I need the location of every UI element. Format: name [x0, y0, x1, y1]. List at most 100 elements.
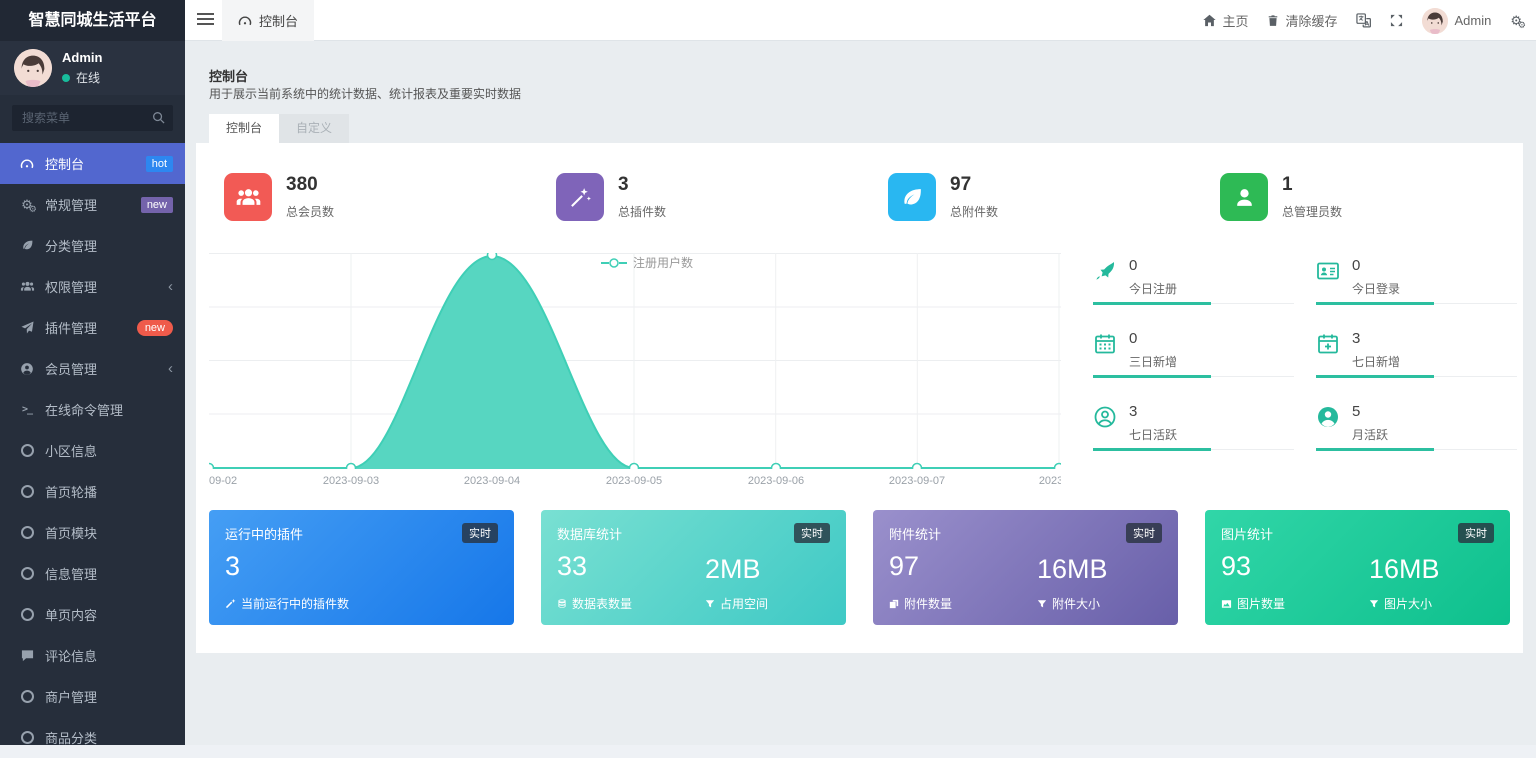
filter-icon: [705, 599, 715, 607]
settings-button[interactable]: ⚙ ⚙: [1510, 13, 1526, 30]
card-value: 33: [557, 551, 588, 581]
comment-icon: [18, 649, 36, 662]
circle-icon: [18, 485, 36, 498]
card-attachment-stats[interactable]: 附件统计 实时 97 16MB 附件数量 附件大小: [873, 510, 1178, 625]
card-title: 图片统计: [1221, 526, 1274, 542]
stat-value: 97: [950, 174, 972, 195]
stat-label: 总管理员数: [1282, 205, 1343, 219]
sidebar-item-permissions[interactable]: 权限管理: [0, 266, 185, 307]
sidebar-item-label: 权限管理: [45, 280, 98, 295]
fullscreen-button[interactable]: [1390, 14, 1403, 27]
ministat-7day-active: 3 七日活跃: [1093, 399, 1294, 472]
registered-users-chart[interactable]: 注册用户数 09-02 2023-09-03 2023-09-04 2023-0…: [209, 253, 1061, 493]
circle-icon: [18, 526, 36, 539]
user-menu[interactable]: Admin: [1422, 7, 1491, 34]
sidebar-item-dashboard[interactable]: 控制台 hot: [0, 143, 185, 184]
page-subtitle: 用于展示当前系统中的统计数据、统计报表及重要实时数据: [209, 87, 522, 101]
page-title: 控制台: [209, 69, 249, 84]
online-dot-icon: [62, 73, 70, 82]
realtime-badge: 实时: [462, 523, 498, 543]
card-value-2: 16MB: [1369, 554, 1440, 584]
card-footer: 附件数量: [889, 595, 952, 612]
language-button[interactable]: [1356, 13, 1372, 28]
expand-icon: [1391, 14, 1403, 27]
card-running-plugins[interactable]: 运行中的插件 实时 3 当前运行中的插件数: [209, 510, 514, 625]
sidebar-item-members[interactable]: 会员管理: [0, 348, 185, 389]
gauge-icon: [18, 157, 36, 171]
circle-icon: [18, 731, 36, 744]
card-footer: 数据表数量: [557, 595, 632, 612]
leaf-icon: [888, 173, 936, 221]
card-value: 3: [225, 551, 241, 581]
chart-legend[interactable]: 注册用户数: [601, 254, 693, 271]
stat-value: 3: [618, 174, 629, 195]
sidebar-item-comments[interactable]: 评论信息: [0, 635, 185, 676]
ministat-value: 3: [1129, 403, 1138, 420]
stat-label: 总会员数: [286, 205, 335, 219]
ministat-7day-new: 3 七日新增: [1316, 326, 1517, 399]
ministat-label: 七日新增: [1352, 355, 1401, 369]
sidebar-item-merchants[interactable]: 商户管理: [0, 676, 185, 717]
menu-toggle-icon[interactable]: [197, 13, 214, 28]
ministat-value: 3: [1352, 330, 1361, 347]
clear-cache-button[interactable]: 清除缓存: [1267, 11, 1337, 30]
sidebar-item-label: 控制台: [45, 157, 85, 172]
sidebar-item-label: 常规管理: [45, 198, 98, 213]
user-circle-icon: [18, 362, 36, 376]
terminal-icon: [18, 404, 36, 415]
card-footer-2: 附件大小: [1037, 595, 1100, 612]
copy-icon: [889, 599, 899, 608]
database-icon: [558, 599, 566, 608]
ministat-label: 今日注册: [1129, 282, 1178, 296]
sidebar-item-home-carousel[interactable]: 首页轮播: [0, 471, 185, 512]
home-button[interactable]: 主页: [1203, 11, 1248, 30]
sidebar-item-online-commands[interactable]: 在线命令管理: [0, 389, 185, 430]
sidebar-item-home-modules[interactable]: 首页模块: [0, 512, 185, 553]
user-status: 在线: [76, 71, 101, 85]
trash-icon: [1269, 15, 1278, 26]
sidebar-item-product-categories[interactable]: 商品分类: [0, 717, 185, 758]
home-icon: [1203, 14, 1217, 27]
ministat-label: 七日活跃: [1129, 428, 1178, 442]
user-name: Admin: [62, 50, 103, 65]
main-content: 控制台 用于展示当前系统中的统计数据、统计报表及重要实时数据 控制台 自定义 3…: [185, 41, 1536, 745]
card-database-stats[interactable]: 数据库统计 实时 33 2MB 数据表数量 占用空间: [541, 510, 846, 625]
cogs-icon: ⚙ ⚙: [21, 197, 37, 214]
card-value: 93: [1221, 551, 1252, 581]
circle-icon: [18, 444, 36, 457]
sidebar-item-plugins[interactable]: 插件管理 new: [0, 307, 185, 348]
sidebar-item-info-management[interactable]: 信息管理: [0, 553, 185, 594]
cogs-icon: ⚙ ⚙: [1510, 13, 1526, 30]
app-title: 智慧同城生活平台: [0, 0, 185, 41]
rocket-icon: [1093, 259, 1117, 283]
search-input[interactable]: [12, 105, 173, 131]
stat-total-members: 380 总会员数: [224, 173, 334, 221]
card-value-2: 16MB: [1037, 554, 1108, 584]
sidebar: 智慧同城生活平台 Admin 在线 控制台 hot ⚙⚙ 常规管理 new: [0, 0, 185, 746]
topbar-tab-label: 控制台: [259, 14, 299, 29]
chevron-left-icon: [168, 279, 173, 294]
avatar[interactable]: [14, 49, 52, 87]
realtime-badge: 实时: [794, 523, 830, 543]
users-icon: [18, 279, 36, 294]
ministat-label: 今日登录: [1352, 282, 1401, 296]
tab-custom[interactable]: 自定义: [279, 114, 350, 143]
paper-plane-icon: [18, 321, 36, 334]
sidebar-item-general[interactable]: ⚙ ⚙ 常规管理 new: [0, 184, 185, 225]
sidebar-item-community-info[interactable]: 小区信息: [0, 430, 185, 471]
sidebar-item-label: 会员管理: [45, 362, 98, 377]
user-panel: Admin 在线: [0, 41, 185, 95]
stat-label: 总附件数: [950, 205, 999, 219]
tab-dashboard[interactable]: 控制台: [209, 114, 280, 143]
topbar-tab-dashboard[interactable]: 控制台: [222, 0, 315, 41]
card-image-stats[interactable]: 图片统计 实时 93 16MB 图片数量 图片大小: [1205, 510, 1510, 625]
search-icon[interactable]: [152, 111, 165, 124]
calendar-plus-icon: [1316, 332, 1340, 356]
stat-total-attachments: 97 总附件数: [888, 173, 998, 221]
sidebar-item-category[interactable]: 分类管理: [0, 225, 185, 266]
sidebar-item-single-page[interactable]: 单页内容: [0, 594, 185, 635]
sidebar-item-label: 在线命令管理: [45, 403, 124, 418]
sidebar-item-label: 评论信息: [45, 649, 98, 664]
realtime-badge: 实时: [1458, 523, 1494, 543]
legend-marker-icon: [601, 257, 627, 268]
